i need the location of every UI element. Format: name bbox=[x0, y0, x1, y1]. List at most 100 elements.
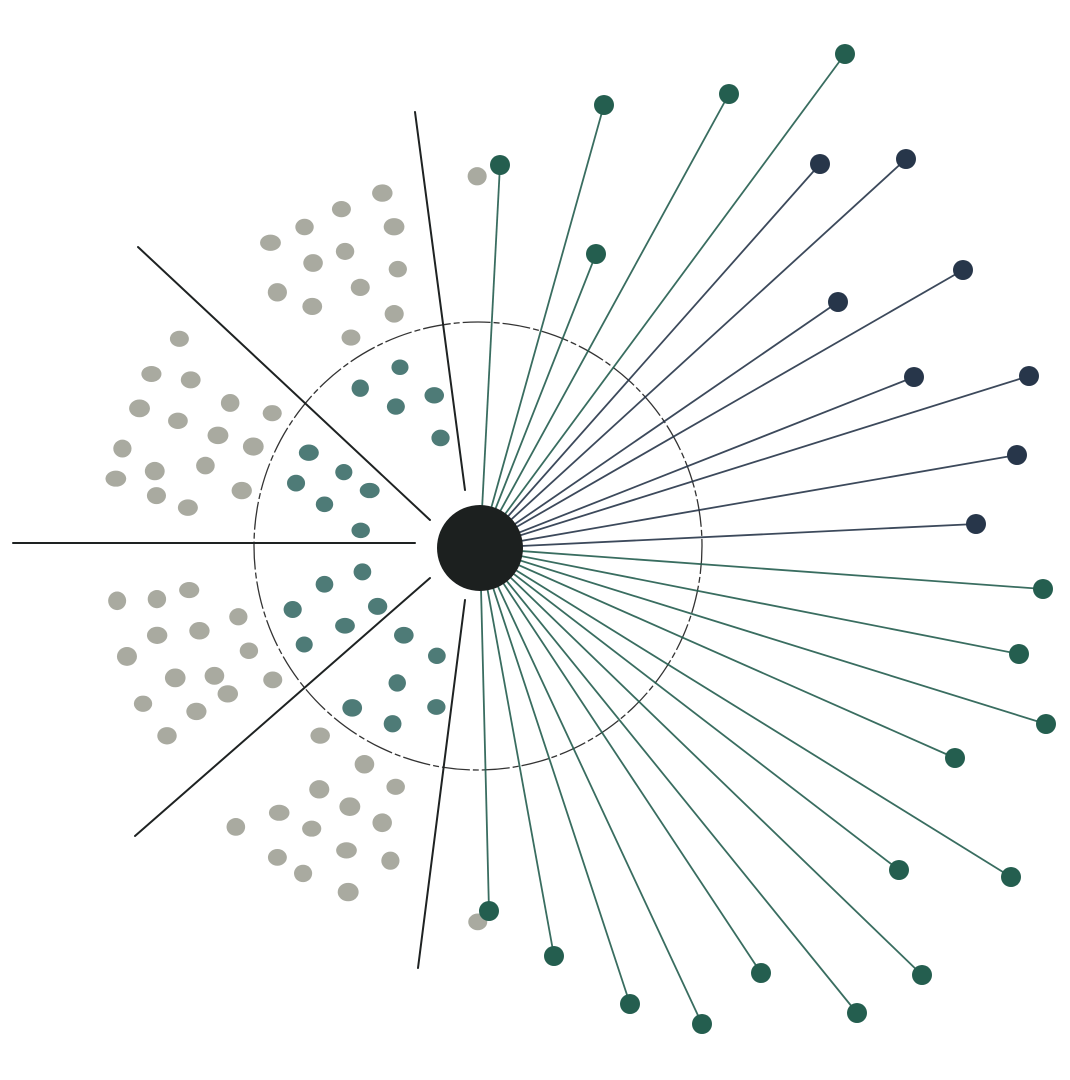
ray-dot bbox=[490, 155, 510, 175]
ray bbox=[479, 158, 907, 549]
dot bbox=[177, 499, 198, 516]
ray bbox=[479, 253, 597, 549]
center-hub bbox=[437, 505, 523, 591]
ray-dot bbox=[594, 95, 614, 115]
dot bbox=[168, 412, 188, 430]
ray bbox=[479, 547, 1047, 725]
spoke bbox=[137, 246, 431, 521]
dot bbox=[146, 626, 168, 644]
dot bbox=[129, 399, 150, 418]
dot bbox=[331, 200, 351, 218]
ray bbox=[479, 104, 605, 549]
dot bbox=[141, 365, 162, 382]
ray bbox=[479, 163, 821, 549]
ray-dot bbox=[586, 244, 606, 264]
dot bbox=[186, 702, 207, 721]
dot bbox=[303, 254, 323, 272]
dot bbox=[298, 444, 319, 461]
ray bbox=[479, 547, 923, 976]
dot bbox=[427, 699, 446, 715]
ray bbox=[479, 547, 703, 1025]
ray-dot bbox=[751, 963, 771, 983]
ray-dot bbox=[479, 901, 499, 921]
dot bbox=[335, 617, 355, 634]
dot bbox=[105, 470, 127, 487]
dot bbox=[113, 439, 132, 458]
dot bbox=[286, 474, 306, 492]
ray bbox=[479, 376, 915, 549]
dot bbox=[164, 668, 186, 688]
dot bbox=[335, 242, 355, 260]
dot bbox=[372, 813, 392, 833]
dot bbox=[372, 184, 393, 202]
spoke bbox=[417, 599, 466, 969]
spokes bbox=[12, 111, 466, 969]
dot bbox=[226, 818, 246, 836]
dot bbox=[207, 426, 229, 445]
ray bbox=[479, 547, 1012, 878]
ray-dot bbox=[945, 748, 965, 768]
dot bbox=[350, 278, 370, 297]
ray bbox=[479, 547, 956, 759]
dot bbox=[231, 481, 252, 500]
dot bbox=[147, 590, 167, 609]
ray-dot bbox=[810, 154, 830, 174]
ray bbox=[479, 547, 1020, 655]
dot bbox=[337, 882, 359, 902]
ray bbox=[479, 454, 1018, 549]
rays bbox=[479, 44, 1056, 1034]
dot bbox=[424, 387, 444, 404]
ray bbox=[479, 93, 730, 549]
ray-dot bbox=[1007, 445, 1027, 465]
dot bbox=[295, 636, 313, 653]
ray bbox=[479, 269, 964, 549]
ray-dot bbox=[1033, 579, 1053, 599]
dot bbox=[295, 218, 314, 236]
dot bbox=[351, 379, 369, 397]
dot bbox=[220, 393, 240, 412]
dot bbox=[351, 522, 370, 539]
ray-dot bbox=[692, 1014, 712, 1034]
dot bbox=[179, 581, 200, 599]
dot bbox=[359, 482, 380, 499]
dot bbox=[262, 405, 282, 422]
ray-dot bbox=[1009, 644, 1029, 664]
ray-dot bbox=[896, 149, 916, 169]
spoke bbox=[414, 111, 466, 491]
ray-dot bbox=[889, 860, 909, 880]
dot bbox=[133, 695, 153, 712]
dot bbox=[339, 797, 361, 817]
dot bbox=[196, 456, 215, 475]
dot bbox=[381, 851, 400, 870]
dot bbox=[302, 297, 323, 316]
dot bbox=[388, 260, 407, 278]
dot bbox=[315, 496, 334, 513]
ray-dot bbox=[835, 44, 855, 64]
ray-dot bbox=[1036, 714, 1056, 734]
ray-dot bbox=[953, 260, 973, 280]
ray bbox=[479, 547, 631, 1005]
ray-dot bbox=[904, 367, 924, 387]
dot bbox=[229, 608, 248, 626]
ray bbox=[479, 547, 762, 974]
dot bbox=[116, 647, 137, 666]
ray bbox=[479, 547, 858, 1014]
dot bbox=[383, 715, 402, 733]
dot bbox=[310, 727, 330, 744]
dot bbox=[353, 563, 372, 581]
dot bbox=[242, 437, 264, 456]
dot bbox=[341, 329, 361, 346]
dot bbox=[189, 622, 210, 640]
dot bbox=[108, 591, 127, 611]
dot bbox=[263, 671, 283, 689]
dot bbox=[217, 685, 239, 703]
ray bbox=[479, 547, 555, 957]
dot bbox=[384, 305, 404, 323]
ray bbox=[479, 547, 1044, 590]
dot bbox=[383, 218, 405, 236]
dot bbox=[315, 575, 334, 593]
dot bbox=[294, 864, 313, 883]
dot bbox=[157, 727, 177, 745]
